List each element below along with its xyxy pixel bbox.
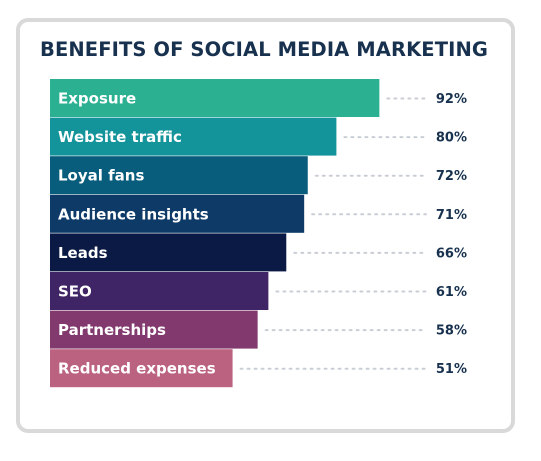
- bar: [50, 79, 380, 117]
- bar: [50, 156, 308, 195]
- value-label: 51%: [436, 362, 467, 377]
- bar: [50, 310, 258, 349]
- bar: [50, 233, 287, 272]
- value-label: 71%: [436, 208, 467, 223]
- value-label: 66%: [436, 246, 467, 261]
- bar-label: Website traffic: [58, 128, 182, 146]
- bar: [50, 194, 305, 233]
- bar-label: Audience insights: [58, 205, 209, 223]
- bar: [50, 117, 337, 156]
- bar-label: Exposure: [58, 90, 136, 108]
- bar-label: Leads: [58, 244, 108, 262]
- bar-label: Reduced expenses: [58, 360, 216, 378]
- value-label: 72%: [436, 169, 467, 184]
- chart-title: BENEFITS OF SOCIAL MEDIA MARKETING: [40, 38, 488, 61]
- value-label: 58%: [436, 324, 467, 339]
- value-label: 92%: [436, 92, 467, 107]
- bar-label: SEO: [58, 283, 92, 301]
- bar-label: Loyal fans: [58, 167, 144, 185]
- bar: [50, 272, 269, 310]
- value-label: 80%: [436, 131, 467, 146]
- bar-label: Partnerships: [58, 321, 166, 339]
- bar: [50, 349, 233, 388]
- value-label: 61%: [436, 285, 467, 300]
